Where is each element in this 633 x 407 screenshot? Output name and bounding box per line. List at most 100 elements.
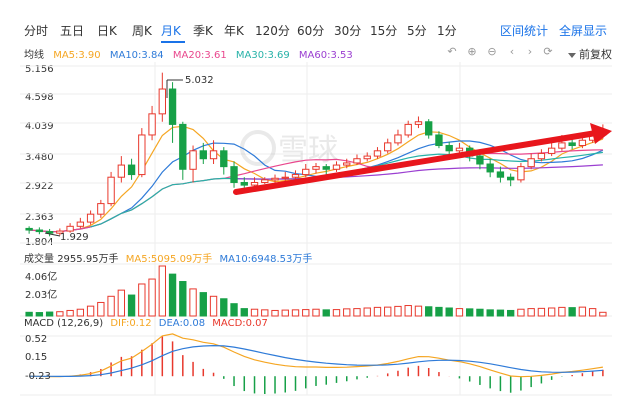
volume-bar <box>332 309 341 317</box>
volume-title: 成交量 <box>24 254 54 265</box>
ma20-label: MA20:3.61 <box>172 50 227 61</box>
candle-body <box>486 163 494 173</box>
candle-body <box>97 203 105 215</box>
volume-bar <box>394 305 402 317</box>
tab-1-min[interactable]: 1分 <box>437 24 457 38</box>
candle-body <box>425 121 433 136</box>
volume-bar <box>506 309 515 317</box>
candle-body <box>45 231 54 234</box>
volume-bar <box>476 308 484 317</box>
zoom-in-icon[interactable]: ⊕ <box>467 45 477 58</box>
chevron-left-icon[interactable]: ‹ <box>509 45 515 58</box>
macd-tick: 0.52 <box>25 334 48 345</box>
candle-body <box>179 123 187 170</box>
candle-body <box>66 225 74 232</box>
candle-body <box>404 123 412 136</box>
volume-bar <box>209 295 218 317</box>
low-label: 1.929 <box>60 232 89 243</box>
candle-body <box>117 164 126 178</box>
price-tick: 5.156 <box>25 64 54 75</box>
candles <box>25 72 607 237</box>
tab-five-day[interactable]: 五日 <box>60 24 85 38</box>
tab-15-min[interactable]: 15分 <box>370 24 398 38</box>
volume-ma10: MA10:6948.53万手 <box>219 254 313 265</box>
volume-bar <box>435 306 443 317</box>
period-tabs: 分时 五日 日K 周K 月K 季K 年K 120分 60分 30分 15分 5分… <box>24 19 614 43</box>
volume-bar <box>66 309 74 317</box>
candle-body <box>271 177 279 181</box>
ma-legend-title: 均线 <box>24 50 44 61</box>
tab-120-min[interactable]: 120分 <box>255 24 290 38</box>
candle-body <box>189 150 197 170</box>
tab-quarterly-k[interactable]: 季K <box>193 24 213 38</box>
candle-body <box>517 166 525 181</box>
chevron-right-icon[interactable]: › <box>527 45 533 58</box>
volume-bar <box>76 308 85 317</box>
volume-bars <box>25 265 607 317</box>
volume-bar <box>425 306 433 317</box>
volume-bar <box>322 309 330 317</box>
adjust-select[interactable]: 前复权 <box>568 46 612 62</box>
volume-bar <box>261 309 269 317</box>
ma10-label: MA10:3.84 <box>109 50 164 61</box>
zoom-out-icon[interactable]: ⊖ <box>487 45 497 58</box>
tab-60-min[interactable]: 60分 <box>297 24 325 38</box>
candle-body <box>250 181 259 186</box>
candle-body <box>35 229 44 233</box>
tab-30-min[interactable]: 30分 <box>334 24 362 38</box>
candle-body <box>496 171 505 178</box>
volume-ma5: MA5:5095.09万手 <box>125 254 213 265</box>
tab-intraday[interactable]: 分时 <box>24 24 49 38</box>
candle-body <box>537 152 546 160</box>
tab-yearly-k[interactable]: 年K <box>224 24 244 38</box>
candle-body <box>209 150 218 160</box>
macd-dif: DIF:0.12 <box>110 318 152 329</box>
volume-bar <box>117 289 126 317</box>
undo-icon[interactable]: ↶ <box>447 45 457 58</box>
tab-weekly-k[interactable]: 周K <box>132 24 152 38</box>
grid <box>20 62 612 396</box>
volume-bar <box>250 308 259 317</box>
active-tab-indicator <box>161 41 185 43</box>
volume-bar <box>558 306 566 317</box>
volume-bar <box>291 309 300 317</box>
candle-body <box>353 158 361 164</box>
tab-monthly-k[interactable]: 月K <box>161 24 181 38</box>
volume-bar <box>537 307 546 317</box>
candle-body <box>558 142 566 149</box>
ma5-label: MA5:3.90 <box>53 50 101 61</box>
volume-bar <box>179 281 187 317</box>
volume-legend: 成交量 2955.95万手 MA5:5095.09万手 MA10:6948.53… <box>24 250 312 265</box>
candle-body <box>527 158 535 168</box>
volume-bar <box>230 303 238 317</box>
candle-body <box>220 150 228 168</box>
macd-tick: -0.23 <box>25 371 51 382</box>
volume-bar <box>107 295 115 317</box>
refresh-icon[interactable]: ⟳ <box>543 45 553 58</box>
tab-5-min[interactable]: 5分 <box>407 24 427 38</box>
volume-bar <box>97 301 105 317</box>
candle-body <box>547 147 556 154</box>
volume-bar <box>148 278 156 317</box>
macd-title: MACD (12,26,9) <box>24 318 104 329</box>
candle-body <box>138 134 146 176</box>
volume-bar <box>445 307 453 317</box>
volume-bar <box>220 298 228 317</box>
candle-body <box>322 166 330 170</box>
volume-bar <box>56 311 64 317</box>
range-stats-link[interactable]: 区间统计 <box>500 24 549 38</box>
volume-bar <box>25 311 33 317</box>
volume-bar <box>138 283 146 317</box>
candle-body <box>148 113 156 136</box>
volume-tick: 2.03亿 <box>25 290 58 301</box>
tab-daily-k[interactable]: 日K <box>97 24 117 38</box>
fullscreen-link[interactable]: 全屏显示 <box>559 24 608 38</box>
candle-body <box>56 230 64 234</box>
macd-panel <box>29 333 604 394</box>
volume-bar <box>373 306 382 317</box>
volume-bar <box>547 307 556 317</box>
candle-body <box>435 134 443 147</box>
dea-line <box>29 344 603 377</box>
macd-value: MACD:0.07 <box>212 318 268 329</box>
